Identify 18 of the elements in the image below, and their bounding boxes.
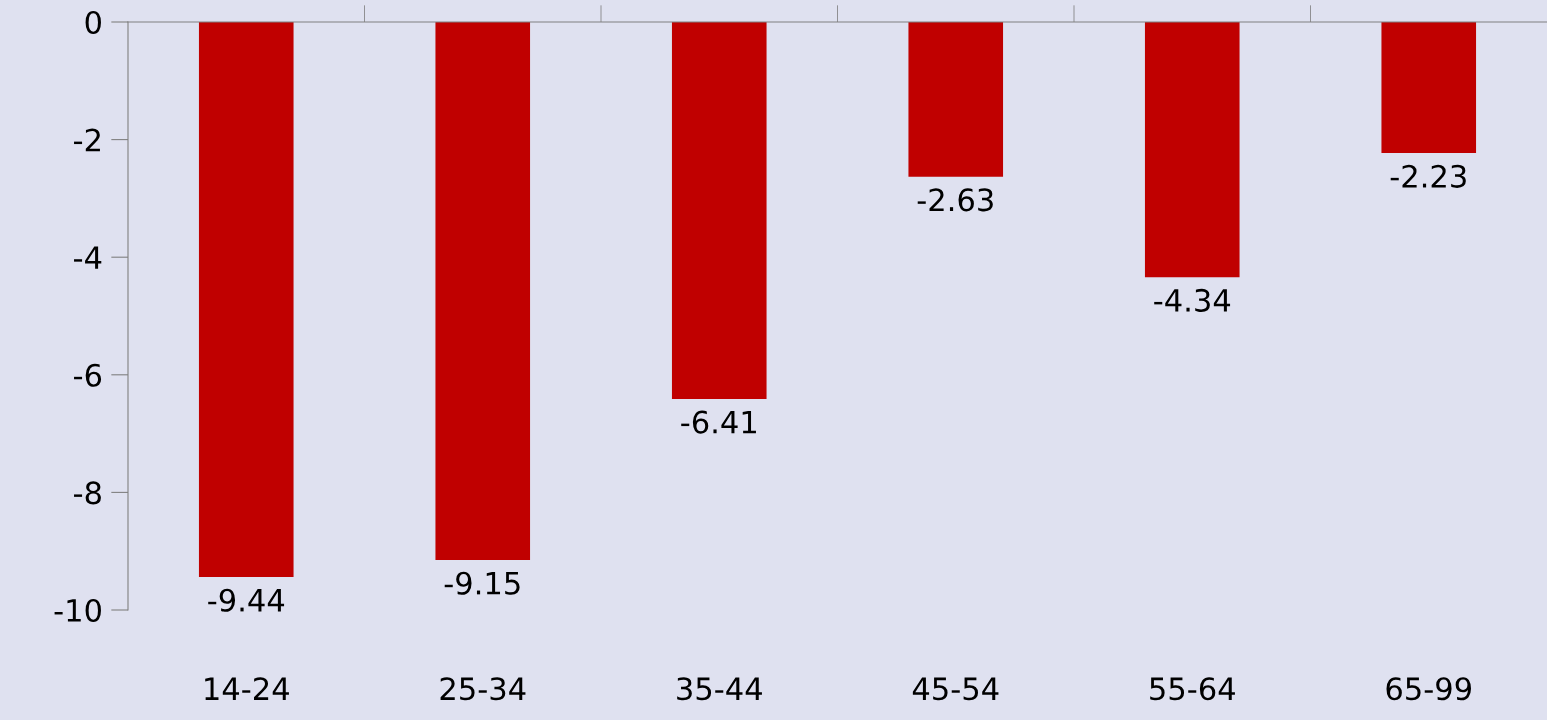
- x-tick-label: 25-34: [440, 677, 526, 701]
- x-tick-label: 14-24: [205, 677, 289, 700]
- x-tick-label: 65-99: [1386, 677, 1471, 701]
- data-label: -6.41: [681, 410, 756, 434]
- y-tick-label: -8: [74, 481, 101, 505]
- data-label: -2.23: [1390, 164, 1466, 188]
- data-label: -2.63: [917, 188, 993, 212]
- x-tick-label: 55-64: [1150, 677, 1235, 701]
- data-label: -9.15: [444, 571, 520, 595]
- y-tick-label: -2: [74, 128, 100, 152]
- x-tick-label: 35-44: [677, 677, 762, 701]
- x-tick-label: 45-54: [912, 677, 999, 701]
- y-tick-label: -4: [74, 246, 102, 269]
- data-label: -4.34: [1154, 288, 1231, 312]
- y-tick-label: -6: [74, 363, 102, 387]
- data-label: -9.44: [208, 588, 285, 612]
- y-tick-label: -10: [54, 598, 101, 623]
- y-tick-label: 0: [85, 10, 101, 35]
